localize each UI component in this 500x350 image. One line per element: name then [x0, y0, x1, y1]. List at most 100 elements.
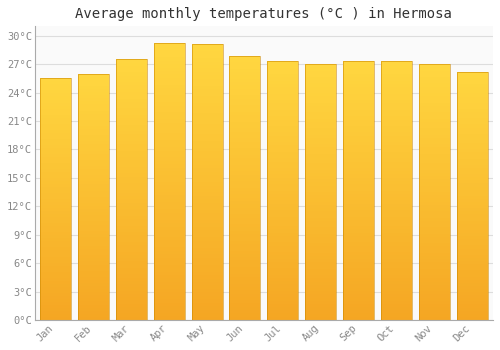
Bar	[381, 174, 412, 178]
Bar	[381, 187, 412, 191]
Bar	[154, 78, 184, 81]
Bar	[40, 124, 71, 127]
Bar	[305, 64, 336, 67]
Bar	[268, 187, 298, 191]
Bar	[230, 56, 260, 59]
Bar	[419, 150, 450, 154]
Bar	[343, 288, 374, 291]
Bar	[268, 119, 298, 123]
Bar	[305, 106, 336, 109]
Bar	[381, 155, 412, 158]
Bar	[78, 197, 109, 200]
Bar	[230, 82, 260, 85]
Bar	[78, 246, 109, 249]
Bar	[381, 87, 412, 90]
Bar	[381, 178, 412, 181]
Bar	[154, 254, 184, 258]
Bar	[192, 220, 222, 223]
Bar	[116, 89, 147, 92]
Bar	[40, 88, 71, 90]
Bar	[419, 314, 450, 317]
Bar	[268, 204, 298, 207]
Bar	[230, 152, 260, 155]
Bar	[343, 165, 374, 168]
Bar	[343, 129, 374, 132]
Bar	[419, 246, 450, 250]
Bar	[40, 175, 71, 178]
Bar	[154, 116, 184, 119]
Bar	[116, 193, 147, 196]
Bar	[78, 286, 109, 289]
Bar	[381, 314, 412, 317]
Bar	[154, 75, 184, 78]
Bar	[456, 121, 488, 125]
Bar	[343, 259, 374, 262]
Bar	[381, 242, 412, 246]
Bar	[230, 132, 260, 135]
Bar	[192, 44, 222, 48]
Bar	[419, 243, 450, 246]
Bar	[305, 71, 336, 74]
Bar	[456, 187, 488, 190]
Bar	[154, 140, 184, 143]
Bar	[305, 163, 336, 167]
Bar	[192, 75, 222, 79]
Bar	[268, 113, 298, 116]
Bar	[154, 258, 184, 261]
Bar	[381, 220, 412, 223]
Bar	[305, 246, 336, 250]
Bar	[456, 103, 488, 106]
Bar	[154, 137, 184, 140]
Bar	[381, 265, 412, 268]
Bar	[192, 306, 222, 310]
Bar	[419, 233, 450, 237]
Bar	[40, 187, 71, 190]
Bar	[343, 168, 374, 171]
Bar	[456, 314, 488, 317]
Bar	[305, 269, 336, 272]
Bar	[154, 209, 184, 213]
Bar	[192, 106, 222, 110]
Bar	[456, 125, 488, 128]
Bar	[343, 275, 374, 278]
Bar	[381, 81, 412, 84]
Bar	[305, 272, 336, 275]
Bar	[456, 205, 488, 208]
Bar	[40, 127, 71, 130]
Bar	[456, 131, 488, 134]
Bar	[230, 234, 260, 237]
Bar	[381, 213, 412, 217]
Bar	[268, 297, 298, 301]
Bar	[40, 97, 71, 99]
Bar	[116, 287, 147, 290]
Bar	[305, 221, 336, 224]
Bar	[230, 69, 260, 72]
Bar	[230, 158, 260, 161]
Bar	[343, 262, 374, 265]
Bar	[343, 97, 374, 100]
Bar	[305, 109, 336, 112]
Bar	[192, 96, 222, 99]
Bar	[230, 99, 260, 102]
Bar	[192, 230, 222, 234]
Bar	[230, 79, 260, 82]
Bar	[116, 252, 147, 255]
Bar	[343, 171, 374, 174]
Bar	[305, 122, 336, 125]
Bar	[305, 90, 336, 93]
Bar	[154, 54, 184, 57]
Bar	[456, 211, 488, 215]
Bar	[381, 200, 412, 204]
Bar	[230, 204, 260, 208]
Bar	[154, 92, 184, 95]
Bar	[230, 65, 260, 69]
Bar	[456, 233, 488, 236]
Bar	[192, 265, 222, 268]
Bar	[230, 254, 260, 257]
Bar	[230, 264, 260, 267]
Bar	[230, 155, 260, 158]
Bar	[419, 167, 450, 170]
Bar	[268, 314, 298, 317]
Bar	[419, 298, 450, 301]
Bar	[419, 99, 450, 103]
